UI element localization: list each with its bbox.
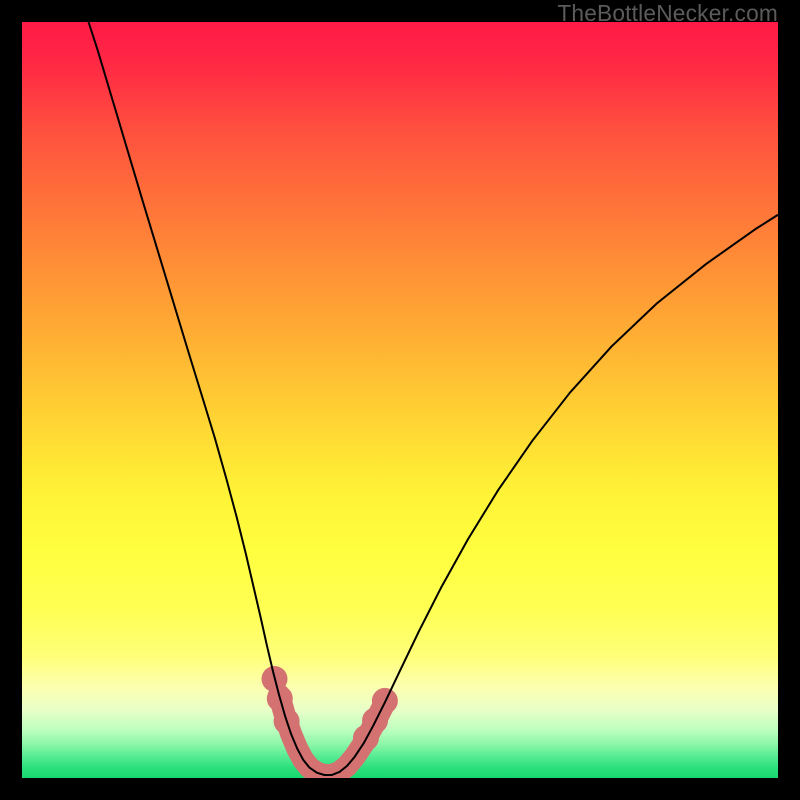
plot-area [22,22,778,778]
chart-svg [22,22,778,778]
watermark-text: TheBottleNecker.com [557,0,778,27]
stage: TheBottleNecker.com [0,0,800,800]
bottleneck-curve [89,22,778,775]
